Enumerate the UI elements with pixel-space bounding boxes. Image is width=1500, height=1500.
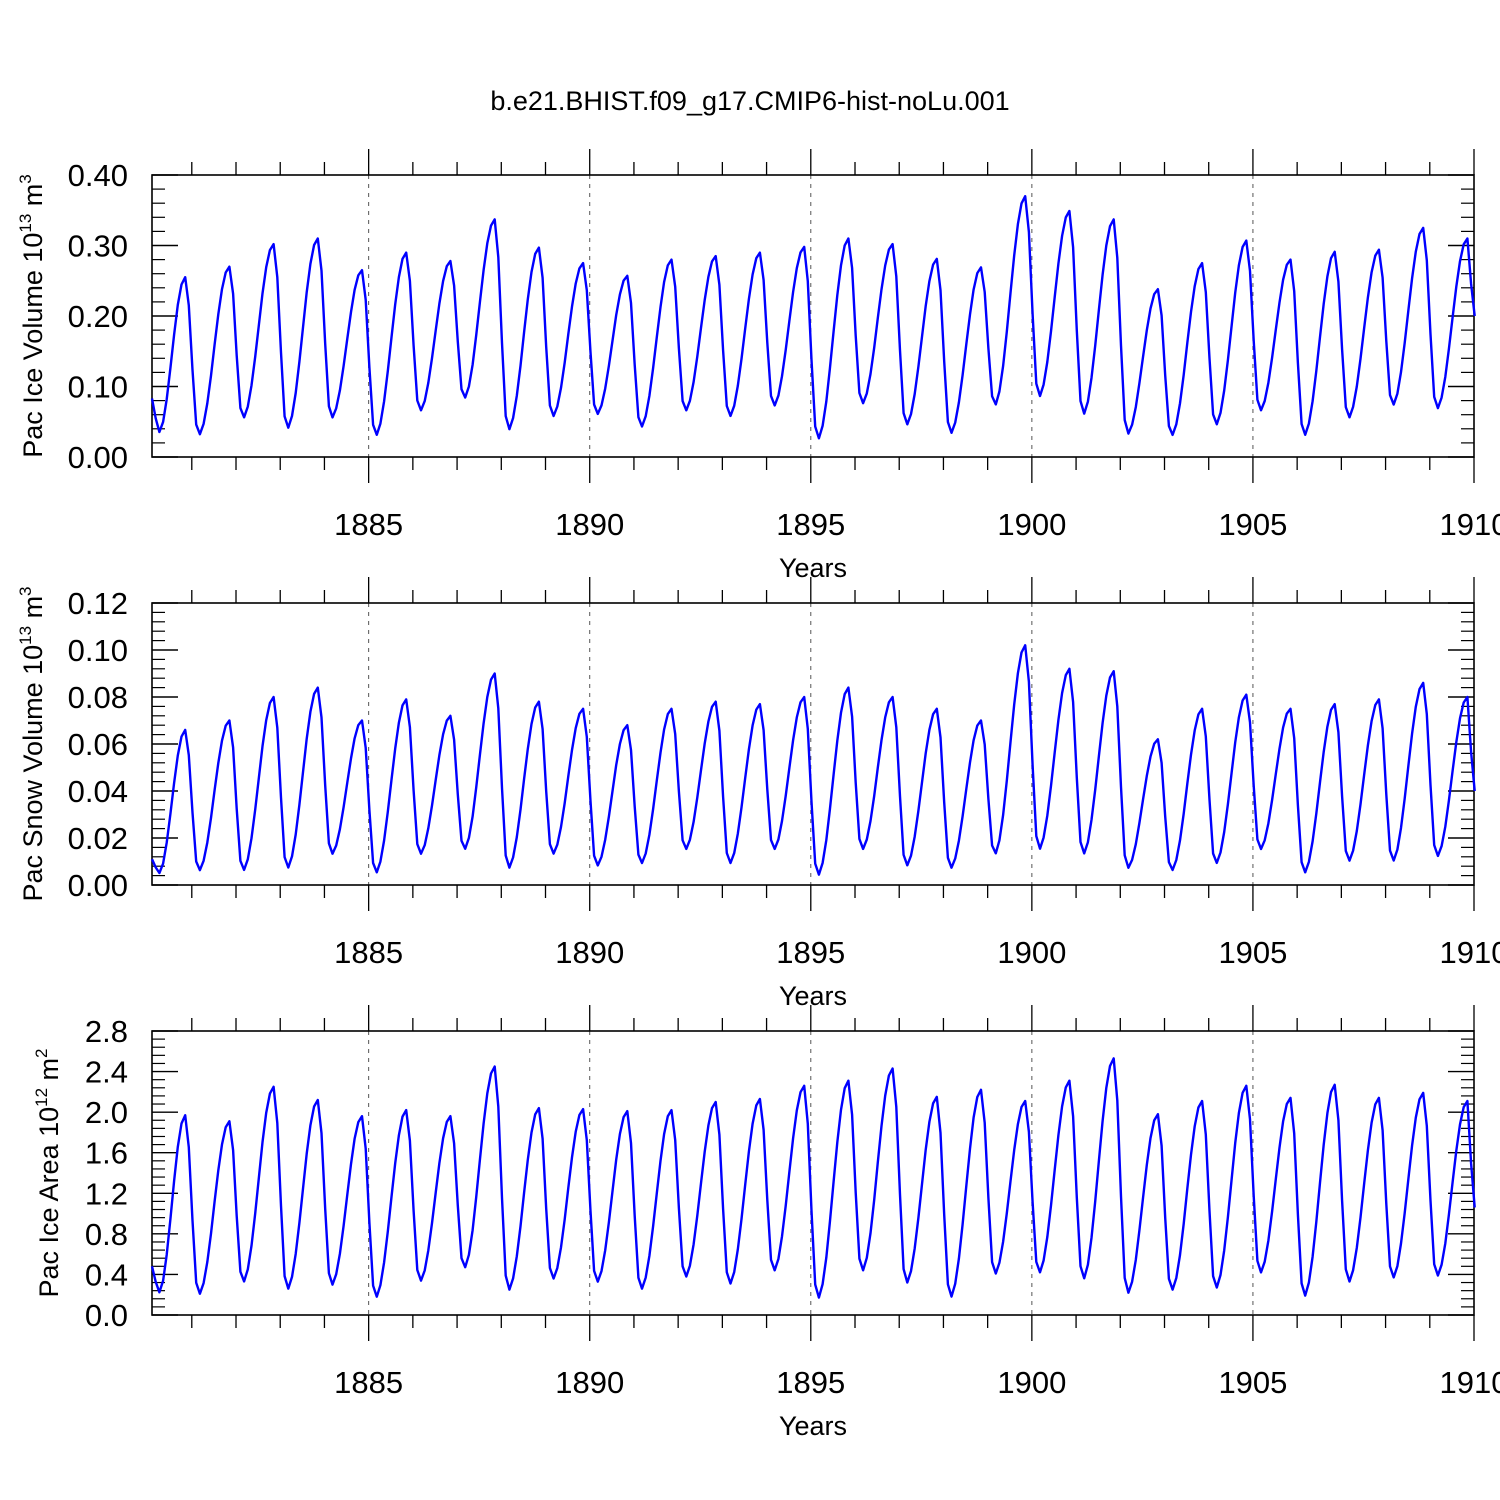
- chart-panel-3: 0.0 0.4 0.8 1.2 1.6 2.0 2.4 2.8 1885 1890 1895 1900…: [32, 1005, 1500, 1441]
- x-tick-label: 1885: [334, 1365, 403, 1400]
- y-tick-label: 0.08: [68, 680, 128, 715]
- x-tick-label: 1895: [776, 935, 845, 970]
- x-axis-label: Years: [779, 981, 847, 1011]
- y-tick-label: 0.40: [68, 158, 128, 193]
- x-tick-label: 1895: [776, 1365, 845, 1400]
- y-tick-label: 0.30: [68, 229, 128, 264]
- y-tick-label: 0.10: [68, 370, 128, 405]
- x-tick-label: 1900: [997, 1365, 1066, 1400]
- x-tick-label: 1895: [776, 507, 845, 542]
- y-tick-label: 0.00: [68, 868, 128, 903]
- data-series-line: [150, 644, 1476, 876]
- x-tick-label: 1885: [334, 507, 403, 542]
- chart-panel-1: 0.00 0.10 0.20 0.30 0.40 1885 1890 1895 1900 1905…: [16, 149, 1500, 583]
- x-tick-label: 1905: [1218, 935, 1287, 970]
- x-tick-label: 1890: [555, 1365, 624, 1400]
- x-tick-label: 1910: [1440, 1365, 1500, 1400]
- x-tick-label: 1890: [555, 935, 624, 970]
- y-tick-label: 0.10: [68, 633, 128, 668]
- x-axis-label: Years: [779, 553, 847, 583]
- plot-frame: [151, 1030, 1475, 1316]
- x-tick-label: 1905: [1218, 1365, 1287, 1400]
- y-tick-label: 1.6: [85, 1136, 128, 1171]
- y-tick-label: 0.20: [68, 299, 128, 334]
- y-axis-label: Pac Ice Area 1012 m2: [32, 1048, 64, 1297]
- x-axis-label: Years: [779, 1411, 847, 1441]
- y-tick-label: 0.06: [68, 727, 128, 762]
- x-tick-label: 1900: [997, 935, 1066, 970]
- y-tick-label: 2.0: [85, 1095, 128, 1130]
- y-tick-label: 0.12: [68, 586, 128, 621]
- x-tick-label: 1890: [555, 507, 624, 542]
- y-tick-label: 0.04: [68, 774, 128, 809]
- figure-title: b.e21.BHIST.f09_g17.CMIP6-hist-noLu.001: [490, 86, 1009, 116]
- y-tick-label: 0.4: [85, 1257, 128, 1292]
- chart-panel-2: 0.00 0.02 0.04 0.06 0.08 0.10 0.12 1885 1890 1895…: [16, 577, 1500, 1011]
- x-tick-label: 1905: [1218, 507, 1287, 542]
- x-tick-label: 1910: [1440, 935, 1500, 970]
- y-axis-label: Pac Ice Volume 1013 m3: [16, 174, 48, 458]
- y-axis-label: Pac Snow Volume 1013 m3: [16, 586, 48, 901]
- y-tick-label: 0.00: [68, 440, 128, 475]
- y-tick-label: 2.4: [85, 1055, 128, 1090]
- x-tick-label: 1900: [997, 507, 1066, 542]
- y-tick-label: 1.2: [85, 1176, 128, 1211]
- y-tick-label: 2.8: [85, 1014, 128, 1049]
- data-series-line: [150, 1057, 1476, 1299]
- x-tick-label: 1910: [1440, 507, 1500, 542]
- y-tick-label: 0.02: [68, 821, 128, 856]
- x-tick-label: 1885: [334, 935, 403, 970]
- y-tick-label: 0.0: [85, 1298, 128, 1333]
- data-series-line: [150, 195, 1476, 440]
- y-tick-label: 0.8: [85, 1217, 128, 1252]
